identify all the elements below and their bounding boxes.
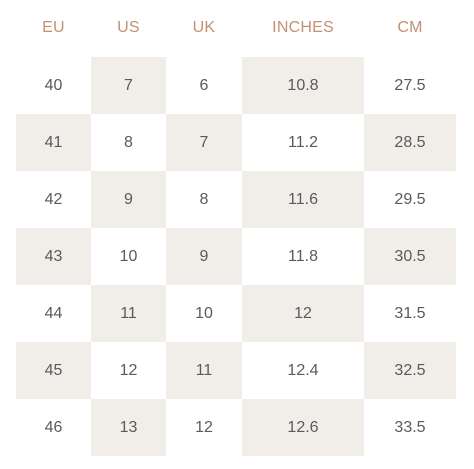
table-cell-eu: 44 (44, 304, 63, 322)
table-cell-uk: 8 (199, 190, 209, 208)
table-cell-inches: 12.4 (287, 361, 319, 379)
table-cell-inches: 12.6 (242, 399, 364, 456)
column-header-us: US (117, 19, 140, 36)
table-cell-us: 11 (91, 285, 166, 342)
table-cell-uk: 11 (166, 342, 242, 399)
table-cell-eu: 46 (44, 418, 63, 436)
table-cell-us: 10 (119, 247, 138, 265)
table-cell-cm: 29.5 (394, 190, 426, 208)
table-cell-cm: 28.5 (364, 114, 456, 171)
table-cell-us: 13 (91, 399, 166, 456)
table-cell-us: 8 (124, 133, 133, 151)
table-cell-inches: 11.8 (288, 247, 318, 265)
table-cell-inches: 11.2 (288, 133, 318, 151)
table-cell-cm: 31.5 (394, 304, 426, 322)
table-cell-eu: 41 (16, 114, 91, 171)
table-cell-us: 12 (119, 361, 138, 379)
table-cell-uk: 7 (166, 114, 242, 171)
column-header-cm: CM (397, 19, 423, 36)
table-cell-inches: 12 (242, 285, 364, 342)
table-cell-uk: 9 (166, 228, 242, 285)
size-chart-table: EU US UK INCHES CM 40 7 6 10.8 27.5 41 8… (16, 0, 456, 456)
table-cell-uk: 6 (199, 76, 209, 94)
table-cell-eu: 45 (16, 342, 91, 399)
table-cell-us: 7 (91, 57, 166, 114)
column-header-inches: INCHES (272, 19, 334, 36)
table-cell-cm: 32.5 (364, 342, 456, 399)
table-cell-cm: 33.5 (394, 418, 426, 436)
table-cell-us: 9 (91, 171, 166, 228)
table-cell-eu: 40 (44, 76, 63, 94)
column-header-uk: UK (192, 19, 216, 36)
table-cell-eu: 43 (16, 228, 91, 285)
table-cell-uk: 10 (195, 304, 213, 322)
table-cell-uk: 12 (195, 418, 213, 436)
column-header-eu: EU (42, 19, 65, 36)
table-cell-eu: 42 (44, 190, 63, 208)
table-cell-inches: 11.6 (242, 171, 364, 228)
table-cell-cm: 30.5 (364, 228, 456, 285)
table-cell-inches: 10.8 (242, 57, 364, 114)
table-cell-cm: 27.5 (394, 76, 426, 94)
